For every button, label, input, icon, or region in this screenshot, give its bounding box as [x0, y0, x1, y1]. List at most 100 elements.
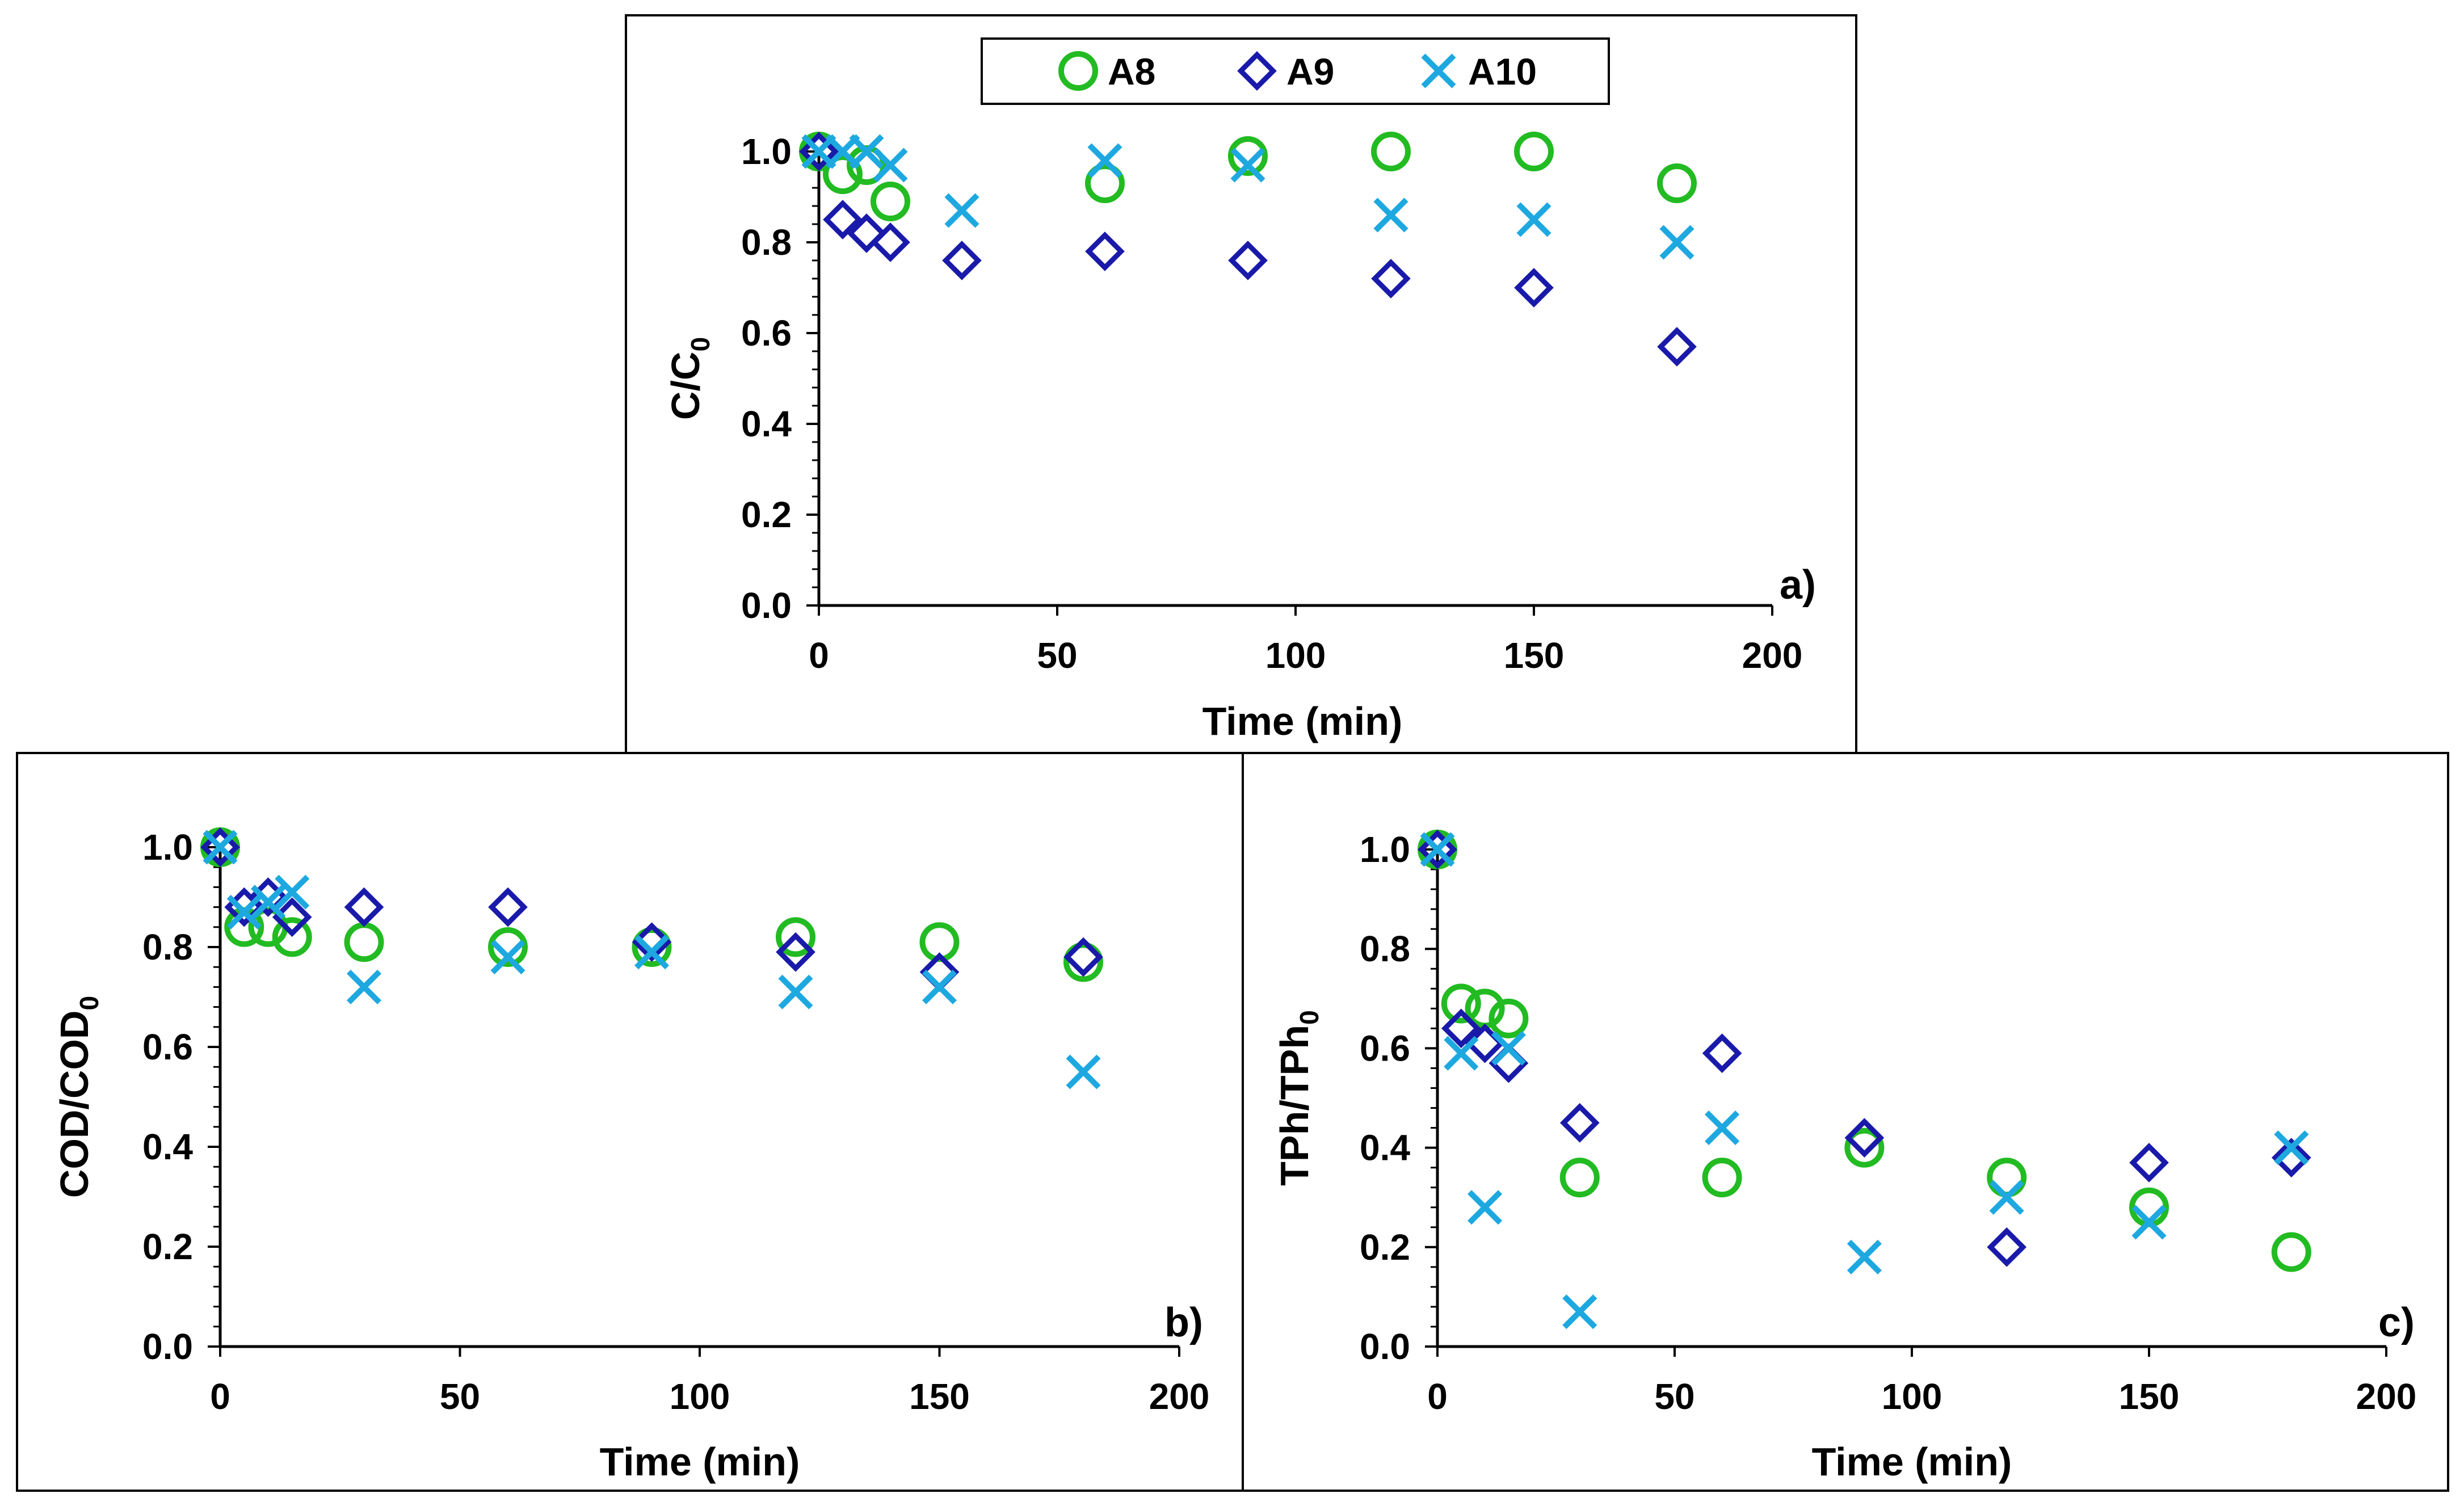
panel-b-point-a10 — [346, 969, 382, 1004]
panel-b-x-tick-label: 50 — [440, 1376, 480, 1417]
legend-marker-a10 — [1421, 53, 1456, 89]
panel-c-point-a8 — [2271, 1232, 2311, 1272]
panel-b-point-a10 — [778, 974, 813, 1009]
panel-a-point-a9 — [942, 241, 982, 280]
panel-c-y-tick-label: 0.4 — [1360, 1128, 1410, 1168]
panel-a-point-a8 — [1657, 163, 1697, 203]
panel-b-x-tick-label: 100 — [670, 1376, 730, 1417]
panel-b-point-a10 — [490, 940, 525, 975]
panel-c-y-tick-label: 0.8 — [1360, 928, 1410, 969]
panel-a-x-tick-label: 50 — [1037, 635, 1077, 676]
panel-b-point-a10 — [250, 885, 286, 920]
panel-b-point-a10 — [275, 874, 310, 910]
panel-a-point-a9 — [1371, 259, 1411, 298]
panel-a-point-a9 — [1085, 232, 1125, 271]
panel-a-point-a8 — [1514, 132, 1554, 171]
panel-b-frame — [16, 752, 1244, 1492]
panel-a-point-a8 — [823, 154, 863, 194]
panel-c-y-axis-title: TPh/TPh0 — [1272, 1010, 1324, 1185]
panel-a-series-a9 — [799, 132, 1697, 367]
panel-c-x-tick-label: 200 — [2356, 1376, 2417, 1417]
panel-a-point-a8 — [1085, 163, 1125, 203]
panel-c-point-a8 — [1441, 983, 1481, 1024]
panel-c-point-a8 — [1489, 998, 1529, 1038]
panel-b-x-tick-label: 200 — [1149, 1376, 1210, 1417]
panel-c-label: c) — [2378, 1300, 2415, 1345]
panel-a-point-a10 — [1373, 197, 1408, 233]
panel-b-point-a10 — [226, 894, 262, 929]
panel-b-point-a9 — [1063, 937, 1103, 977]
panel-c-point-a9 — [2271, 1138, 2311, 1177]
panel-c-point-a8 — [1844, 1128, 1885, 1168]
panel-b-point-a10 — [634, 935, 670, 970]
panel-c-series-a10 — [1420, 832, 2309, 1330]
panel-c-x-tick-label: 0 — [1427, 1376, 1448, 1417]
legend-box — [981, 37, 1610, 105]
panel-b-y-axis-title-base: COD/COD — [52, 1011, 96, 1198]
panel-b-point-a8 — [488, 927, 528, 967]
panel-a-point-a9 — [871, 222, 910, 262]
panel-c-point-a10 — [2131, 1205, 2167, 1240]
panel-a-x-tick-label: 200 — [1742, 635, 1803, 676]
legend-marker-a9 — [1237, 51, 1277, 91]
panel-c-point-a10 — [1989, 1180, 2024, 1215]
panel-c: 0 50 100 150 200 0.0 0.2 0.4 0.6 0.8 1.0 Time (min… — [1242, 752, 2449, 1492]
panel-b: 0 50 100 150 200 0.0 0.2 0.4 0.6 0.8 1.0 Time (min… — [16, 752, 1244, 1492]
panel-a-point-a9 — [1657, 327, 1697, 367]
panel-a-point-a10 — [849, 134, 884, 169]
panel-c-point-a9 — [1559, 1103, 1600, 1143]
panel-c-point-a10 — [2274, 1130, 2309, 1166]
panel-b-point-a9 — [632, 922, 672, 962]
legend-item-a8: A8 — [1058, 51, 1155, 92]
panel-c-point-a9 — [1418, 830, 1457, 869]
panel-a-series-a10 — [801, 134, 1694, 260]
panel-c-x-tick-label: 150 — [2119, 1376, 2180, 1417]
panel-a-y-tick-label: 0.4 — [741, 403, 792, 444]
legend-label-a8: A8 — [1108, 51, 1155, 92]
panel-a-y-axis-title-base: C/C — [663, 352, 708, 420]
panel-a-point-a9 — [847, 213, 886, 253]
panel-c-y-tick-label: 0.2 — [1360, 1227, 1410, 1268]
panel-b-point-a9 — [200, 827, 240, 867]
panel-b-y-tick-label: 1.0 — [142, 827, 193, 868]
panel-a-point-a10 — [944, 193, 979, 228]
panel-a-label: a) — [1780, 562, 1816, 608]
panel-c-y-tick-label: 0.0 — [1360, 1326, 1410, 1367]
panel-c-point-a10 — [1468, 1190, 1503, 1225]
panel-c-y-axis-title-base: TPh/TPh — [1272, 1025, 1317, 1186]
panel-a-point-a8 — [871, 182, 910, 221]
panel-b-point-a10 — [1066, 1054, 1101, 1089]
panel-b-y-tick-label: 0.4 — [142, 1126, 193, 1167]
panel-b-x-tick-label: 0 — [210, 1376, 230, 1417]
panel-c-point-a9 — [1702, 1033, 1742, 1074]
panel-a-point-a10 — [1230, 148, 1265, 183]
panel-b-y-tick-label: 0.0 — [142, 1326, 193, 1367]
panel-c-point-a9 — [1987, 1227, 2027, 1267]
panel-a-point-a8 — [1228, 136, 1268, 176]
panel-c-point-a9 — [1844, 1118, 1885, 1158]
panel-a-point-a10 — [1516, 202, 1551, 237]
panel-c-point-a10 — [1705, 1110, 1740, 1146]
panel-a-x-tick-label: 100 — [1265, 635, 1326, 676]
panel-a-point-a9 — [823, 200, 863, 239]
legend-item-a9: A9 — [1237, 51, 1334, 92]
panel-c-point-a10 — [1444, 1036, 1479, 1071]
panel-a-point-a10 — [1087, 143, 1122, 178]
panel-a-y-tick-label: 0.6 — [741, 313, 792, 354]
panel-a-point-a9 — [1228, 241, 1268, 280]
panel-c-x-tick-label: 100 — [1882, 1376, 1942, 1417]
panel-c-y-tick-label: 1.0 — [1360, 829, 1410, 870]
panel-c-point-a10 — [1562, 1294, 1597, 1330]
panel-a: 0 50 100 150 200 0.0 0.2 0.4 0.6 0.8 1.0 Time (min… — [625, 14, 1857, 754]
panel-b-point-a10 — [203, 830, 238, 865]
panel-c-point-a8 — [1559, 1158, 1600, 1198]
panel-b-y-tick-label: 0.6 — [142, 1027, 193, 1067]
panel-a-x-tick-label: 0 — [809, 635, 829, 676]
panel-a-x-axis-title: Time (min) — [1202, 699, 1403, 743]
panel-b-point-a8 — [272, 917, 312, 957]
legend-item-a10: A10 — [1421, 51, 1537, 92]
panel-b-point-a9 — [344, 887, 384, 927]
panel-a-y-tick-label: 0.2 — [741, 494, 792, 535]
panel-a-point-a10 — [873, 148, 908, 183]
panel-a-point-a9 — [799, 132, 839, 171]
